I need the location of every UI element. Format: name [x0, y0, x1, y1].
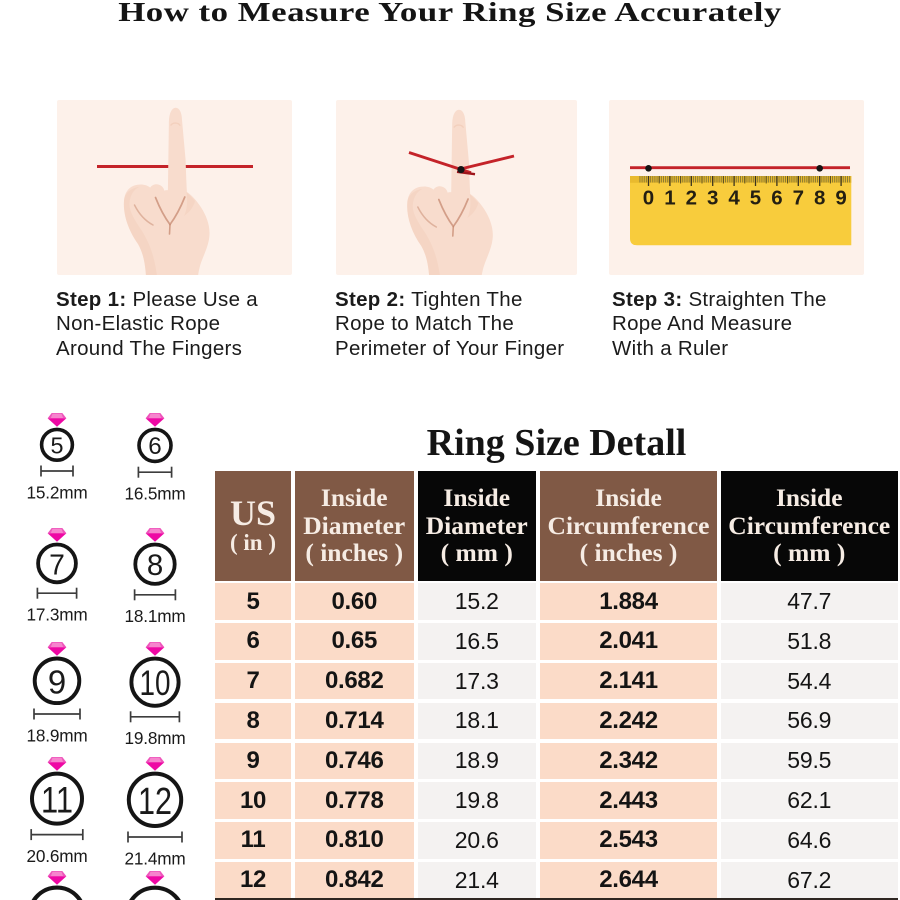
svg-text:9: 9 [48, 664, 66, 701]
svg-text:16.5mm: 16.5mm [125, 484, 186, 504]
svg-text:13: 13 [40, 895, 75, 900]
svg-text:12: 12 [138, 780, 172, 823]
svg-text:20.6mm: 20.6mm [27, 846, 88, 866]
svg-text:4: 4 [728, 187, 740, 210]
svg-text:7: 7 [49, 548, 65, 580]
svg-text:11: 11 [41, 780, 73, 821]
svg-text:3: 3 [707, 187, 718, 210]
svg-text:9: 9 [835, 187, 846, 210]
svg-text:17.3mm: 17.3mm [27, 604, 88, 624]
svg-text:6: 6 [148, 433, 161, 460]
svg-text:6: 6 [771, 187, 782, 210]
svg-text:18.9mm: 18.9mm [27, 725, 88, 745]
svg-text:15.2mm: 15.2mm [27, 482, 88, 502]
svg-text:5: 5 [750, 187, 761, 210]
svg-text:2: 2 [686, 187, 697, 210]
svg-text:10: 10 [140, 664, 171, 703]
svg-text:8: 8 [147, 548, 163, 581]
svg-text:0: 0 [643, 187, 654, 210]
svg-text:1: 1 [664, 187, 675, 210]
svg-text:14: 14 [137, 895, 173, 900]
svg-text:7: 7 [793, 187, 804, 210]
svg-text:19.8mm: 19.8mm [125, 728, 186, 748]
svg-text:8: 8 [814, 187, 825, 210]
svg-text:18.1mm: 18.1mm [125, 606, 186, 626]
svg-text:5: 5 [50, 433, 63, 459]
svg-text:21.4mm: 21.4mm [125, 848, 186, 868]
